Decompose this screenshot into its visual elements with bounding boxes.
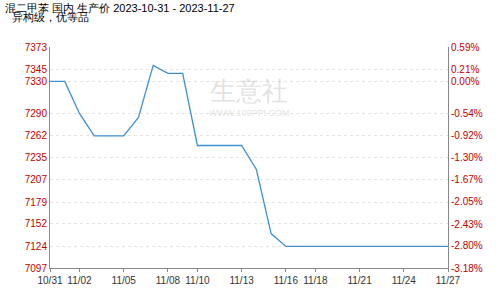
svg-text:-2.43%: -2.43%: [451, 219, 483, 230]
svg-text:-0.54%: -0.54%: [451, 108, 483, 119]
svg-text:WWW.100PPI.COM: WWW.100PPI.COM: [209, 108, 290, 118]
svg-text:7345: 7345: [25, 64, 48, 75]
svg-text:7235: 7235: [25, 152, 48, 163]
svg-text:11/10: 11/10: [185, 275, 210, 286]
svg-text:7262: 7262: [25, 130, 48, 141]
svg-text:-3.18%: -3.18%: [451, 263, 483, 274]
svg-text:0.00%: 0.00%: [451, 76, 479, 87]
svg-text:7152: 7152: [25, 218, 48, 229]
svg-text:11/21: 11/21: [347, 275, 372, 286]
svg-text:-0.92%: -0.92%: [451, 130, 483, 141]
svg-text:11/24: 11/24: [392, 275, 417, 286]
svg-text:7207: 7207: [25, 174, 48, 185]
svg-text:11/13: 11/13: [229, 275, 254, 286]
svg-text:7373: 7373: [25, 42, 48, 53]
svg-text:10/31: 10/31: [37, 275, 62, 286]
svg-text:11/16: 11/16: [274, 275, 299, 286]
svg-text:异构级，优等品: 异构级，优等品: [12, 11, 89, 23]
svg-text:-2.05%: -2.05%: [451, 196, 483, 207]
svg-text:混二甲苯 国内 生产价 2023-10-31 - 2023-: 混二甲苯 国内 生产价 2023-10-31 - 2023-11-27: [5, 2, 235, 14]
svg-text:7290: 7290: [25, 108, 48, 119]
svg-text:11/18: 11/18: [303, 275, 328, 286]
svg-text:11/08: 11/08: [156, 275, 181, 286]
svg-text:7124: 7124: [25, 241, 48, 252]
svg-text:0.21%: 0.21%: [451, 64, 479, 75]
svg-text:7097: 7097: [25, 263, 48, 274]
svg-text:-1.30%: -1.30%: [451, 152, 483, 163]
svg-text:7330: 7330: [25, 76, 48, 87]
svg-text:-2.80%: -2.80%: [451, 240, 483, 251]
svg-text:生意社: 生意社: [210, 76, 288, 106]
svg-text:11/05: 11/05: [112, 275, 137, 286]
svg-text:11/02: 11/02: [67, 275, 92, 286]
svg-text:7179: 7179: [25, 197, 48, 208]
svg-text:0.59%: 0.59%: [451, 42, 479, 53]
svg-text:-1.67%: -1.67%: [451, 174, 483, 185]
svg-text:11/27: 11/27: [436, 275, 461, 286]
